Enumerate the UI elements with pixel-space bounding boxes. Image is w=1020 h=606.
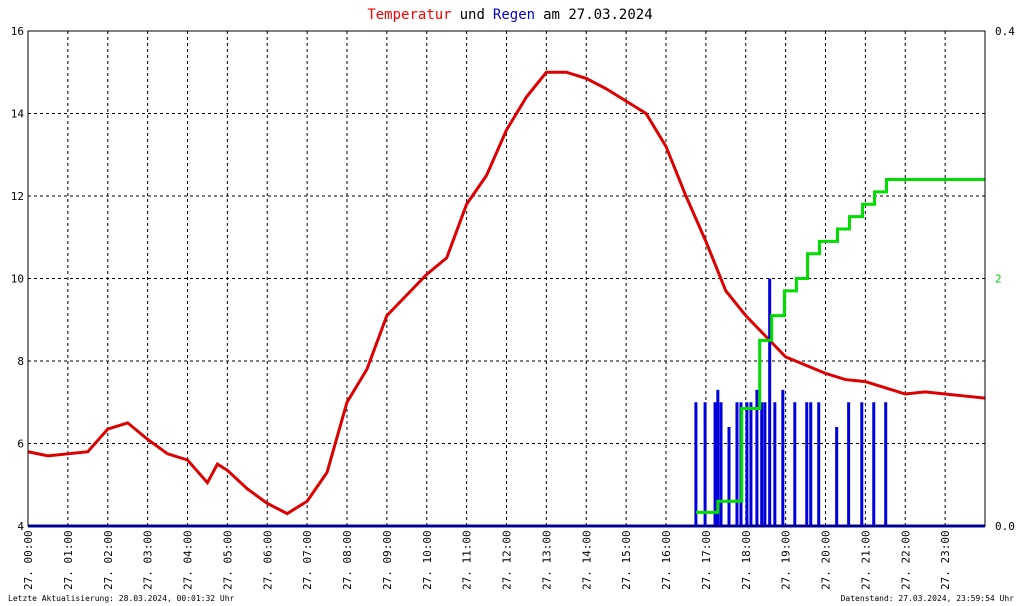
x-tick-label: 27. 05:00 <box>221 530 234 590</box>
rain-bar <box>713 402 717 526</box>
title-part: und <box>460 7 485 23</box>
y-tick-label: 16 <box>11 25 24 38</box>
x-tick-label: 27. 04:00 <box>182 530 195 590</box>
x-tick-label: 27. 07:00 <box>301 530 314 590</box>
rain-bar <box>884 402 888 526</box>
title-part: Temperatur <box>367 7 451 23</box>
footer-left: Letzte Aktualisierung: 28.03.2024, 00:01… <box>8 594 235 603</box>
rain-bar <box>793 402 797 526</box>
rain-bar <box>719 402 723 526</box>
x-tick-label: 27. 08:00 <box>341 530 354 590</box>
x-tick-label: 27. 11:00 <box>461 530 474 590</box>
y-tick-label: 12 <box>11 190 24 203</box>
rain-bar <box>694 402 698 526</box>
y3-tick-label: 2 <box>995 273 1002 286</box>
rain-bar <box>749 402 753 526</box>
rain-bar <box>835 427 839 526</box>
title-part: Regen <box>493 7 535 23</box>
rain-bar <box>763 402 767 526</box>
rain-bar <box>809 402 813 526</box>
x-tick-label: 27. 22:00 <box>899 530 912 590</box>
chart-title: Temperatur und Regen am 27.03.2024 <box>367 7 652 23</box>
rain-bar <box>817 402 821 526</box>
y-tick-label: 8 <box>17 355 24 368</box>
x-tick-label: 27. 23:00 <box>939 530 952 590</box>
x-tick-label: 27. 03:00 <box>142 530 155 590</box>
rain-bar <box>727 427 731 526</box>
x-tick-label: 27. 17:00 <box>700 530 713 590</box>
plot-frame <box>27 30 986 527</box>
rain-bar <box>872 402 876 526</box>
x-tick-label: 27. 21:00 <box>859 530 872 590</box>
x-tick-label: 27. 02:00 <box>102 530 115 590</box>
y2-tick-label: 0.4 <box>995 25 1015 38</box>
rain-bar <box>847 402 851 526</box>
x-tick-label: 27. 19:00 <box>780 530 793 590</box>
x-tick-label: 27. 14:00 <box>580 530 593 590</box>
rain-bar <box>745 402 749 526</box>
x-tick-label: 27. 10:00 <box>421 530 434 590</box>
y-tick-label: 6 <box>17 438 24 451</box>
x-tick-label: 27. 01:00 <box>62 530 75 590</box>
x-tick-label: 27. 18:00 <box>740 530 753 590</box>
x-tick-label: 27. 15:00 <box>620 530 633 590</box>
rain-bar <box>860 402 864 526</box>
y-tick-label: 10 <box>11 273 24 286</box>
rain-bar <box>735 402 739 526</box>
rain-bar <box>773 402 777 526</box>
x-tick-label: 27. 09:00 <box>381 530 394 590</box>
rain-bar <box>755 389 759 526</box>
cumulative-rain-line <box>695 178 985 514</box>
rain-bar <box>805 402 809 526</box>
y2-tick-label: 0.0 <box>995 520 1015 533</box>
x-tick-label: 27. 00:00 <box>22 530 35 590</box>
y-tick-label: 4 <box>17 520 24 533</box>
rain-bar <box>768 278 772 526</box>
y-tick-label: 14 <box>11 108 25 121</box>
x-tick-label: 27. 16:00 <box>660 530 673 590</box>
rain-bar <box>760 402 764 526</box>
x-tick-label: 27. 13:00 <box>540 530 553 590</box>
x-tick-label: 27. 20:00 <box>820 530 833 590</box>
rain-bar <box>781 389 785 526</box>
footer-right: Datenstand: 27.03.2024, 23:59:54 Uhr <box>841 594 1015 603</box>
x-tick-label: 27. 12:00 <box>501 530 514 590</box>
temperature-line <box>27 70 986 516</box>
rain-bar <box>716 389 720 526</box>
rain-bar <box>703 402 707 526</box>
title-part: am 27.03.2024 <box>543 7 653 23</box>
x-tick-label: 27. 06:00 <box>261 530 274 590</box>
